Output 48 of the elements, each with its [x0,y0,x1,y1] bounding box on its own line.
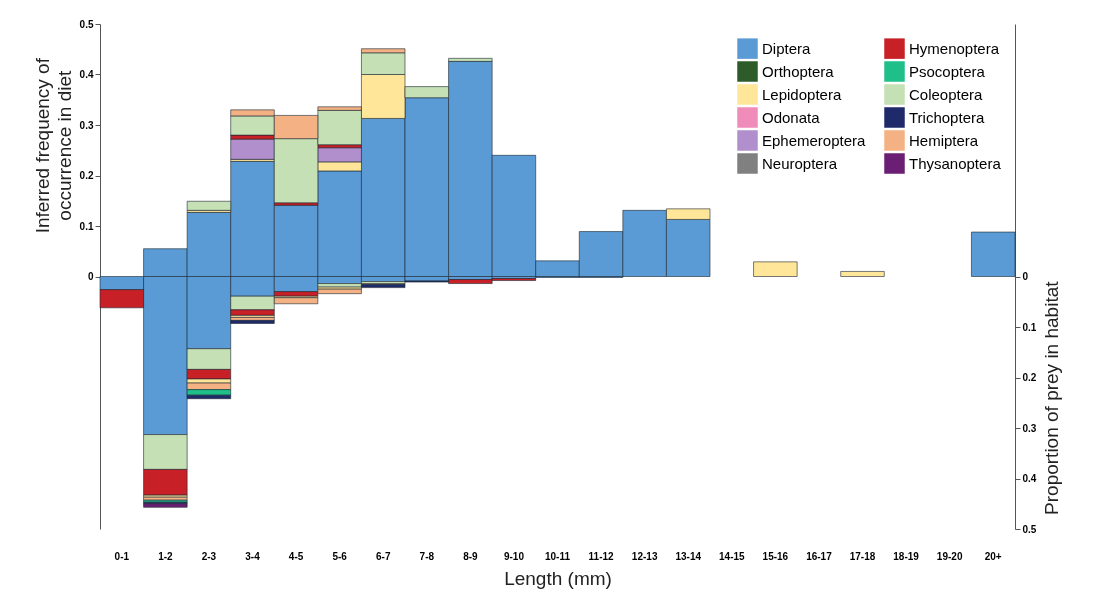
x-tick-label: 10-11 [544,550,571,562]
y-tick-label: 0.4 [79,69,94,80]
y-tick-label: 0.2 [79,170,94,181]
y2-tick-label: 0.5 [1022,523,1037,535]
legend-label: Thysanoptera [909,154,1002,172]
x-tick-label: 2-3 [201,550,217,562]
x-tick-label: 4-5 [288,550,304,562]
y2-tick-label: 0 [1022,271,1029,282]
y2-tick-label: 0.1 [1022,321,1037,333]
y-tick-label: 0 [87,271,94,282]
legend-label: Ephemeroptera [762,131,867,149]
y2-tick-label: 0.2 [1022,372,1037,383]
legend-label: Psocoptera [909,62,986,80]
x-tick-label: 13-14 [675,550,702,562]
y2-axis-title: Proportion of prey in habitat [1040,280,1062,515]
x-tick-label: 18-19 [893,550,920,562]
y2-tick-label: 0.4 [1022,473,1037,484]
x-tick-label: 6-7 [375,550,391,562]
y-tick-label: 0.3 [79,119,94,131]
x-tick-label: 15-16 [762,550,789,562]
legend-label: Diptera [762,39,812,57]
legend-label: Orthoptera [762,62,835,80]
x-tick-label: 12-13 [631,550,658,562]
legend-label: Hemiptera [909,131,979,149]
y2-tick-label: 0.3 [1022,422,1037,434]
y-axis-title: Inferred frequency of occurrence in diet [31,57,75,234]
y-tick-label: 0.1 [79,220,94,232]
y-tick-label: 0.5 [79,18,94,30]
x-tick-label: 20+ [984,550,1002,562]
x-tick-label: 0-1 [114,550,130,562]
x-tick-label: 7-8 [419,550,435,562]
x-tick-label: 11-12 [588,550,615,562]
x-tick-label: 5-6 [332,550,348,562]
x-tick-label: 16-17 [806,550,833,562]
x-tick-label: 3-4 [245,550,261,562]
x-tick-label: 9-10 [503,550,525,562]
x-tick-label: 17-18 [849,550,876,562]
legend-label: Hymenoptera [909,39,1000,57]
legend-label: Lepidoptera [762,85,842,103]
x-tick-label: 8-9 [463,550,479,562]
legend-label: Neuroptera [762,154,838,172]
x-axis-title: Length (mm) [504,567,612,589]
legend-label: Odonata [762,108,821,126]
legend-label: Trichoptera [909,108,985,126]
x-tick-label: 1-2 [158,550,174,562]
x-tick-label: 19-20 [936,550,963,562]
legend-label: Coleoptera [909,85,984,103]
x-tick-label: 14-15 [719,550,746,562]
